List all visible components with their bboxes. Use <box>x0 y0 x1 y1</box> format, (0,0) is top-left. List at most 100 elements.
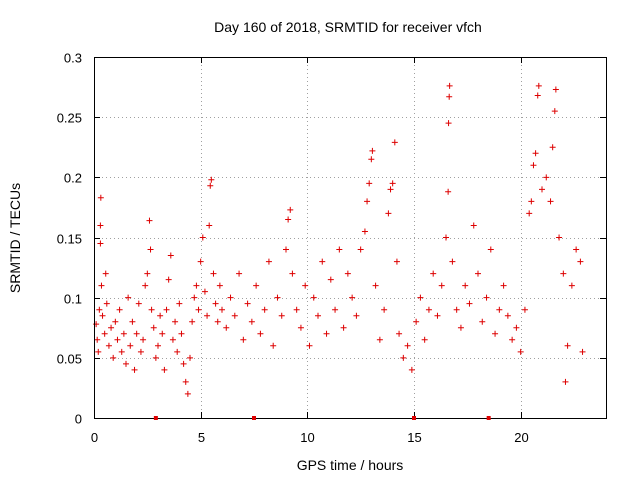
data-point <box>568 282 575 289</box>
chart-title: Day 160 of 2018, SRMTID for receiver vfc… <box>214 19 482 35</box>
data-point <box>389 180 396 187</box>
y-tick-label: 0.3 <box>64 51 82 66</box>
data-point <box>155 342 161 349</box>
data-point <box>526 210 533 217</box>
data-point <box>372 282 379 289</box>
data-point <box>127 342 134 349</box>
data-point <box>577 258 584 265</box>
data-point <box>97 222 104 229</box>
data-point <box>146 217 153 224</box>
data-point <box>466 300 473 307</box>
data-point <box>144 270 151 277</box>
data-point <box>539 186 545 193</box>
data-point <box>387 186 394 193</box>
data-point <box>500 282 507 289</box>
data-point <box>327 276 334 283</box>
data-point <box>248 318 255 325</box>
data-point <box>95 348 102 355</box>
data-point <box>161 366 168 373</box>
data-point <box>302 282 309 289</box>
data-point <box>135 300 142 307</box>
data-point <box>152 354 159 361</box>
data-point <box>253 282 260 289</box>
data-point <box>103 300 110 307</box>
data-point <box>408 366 415 373</box>
data-point <box>236 270 243 277</box>
data-point <box>265 258 272 265</box>
x-tick-label: 0 <box>91 430 98 445</box>
data-point <box>492 330 499 337</box>
data-point <box>283 246 289 253</box>
data-point <box>332 306 339 313</box>
data-point <box>453 306 460 313</box>
x-tick-label: 20 <box>514 430 528 445</box>
data-point <box>353 312 360 319</box>
data-point <box>167 252 174 259</box>
data-point <box>165 276 172 283</box>
data-point <box>147 246 154 253</box>
data-point <box>208 176 215 183</box>
data-point <box>475 270 481 277</box>
x-tick-label: 15 <box>407 430 421 445</box>
data-point <box>184 390 191 397</box>
data-point <box>573 246 580 253</box>
data-point <box>187 354 193 361</box>
data-point <box>521 306 528 313</box>
data-point <box>123 360 129 367</box>
y-tick-label: 0.2 <box>64 171 82 186</box>
data-point <box>94 336 101 343</box>
data-point <box>496 306 503 313</box>
data-point <box>133 330 140 337</box>
data-point <box>517 348 524 355</box>
data-point <box>445 188 452 195</box>
data-point <box>193 282 200 289</box>
data-point <box>105 342 112 349</box>
data-point <box>96 306 103 313</box>
axis-marker <box>153 416 158 420</box>
x-tick-label: 10 <box>300 430 314 445</box>
data-point <box>172 318 179 325</box>
axis-marker <box>252 416 256 420</box>
data-point <box>443 234 449 241</box>
data-point <box>112 318 119 325</box>
y-tick-label: 0.25 <box>57 111 82 126</box>
data-point <box>278 312 285 319</box>
data-point <box>385 210 392 217</box>
points-layer <box>93 82 586 397</box>
data-point <box>98 282 105 289</box>
data-point <box>483 294 490 301</box>
data-point <box>413 318 420 325</box>
data-point <box>438 282 445 289</box>
x-axis-label: GPS time / hours <box>297 457 404 473</box>
data-point <box>552 86 559 93</box>
data-point <box>530 162 537 169</box>
axis-marker <box>486 416 491 420</box>
x-tick-label: 5 <box>198 430 205 445</box>
data-point <box>214 318 221 325</box>
data-point <box>293 306 300 313</box>
data-point <box>142 282 149 289</box>
data-point <box>99 312 106 319</box>
data-point <box>479 318 486 325</box>
data-point <box>223 324 230 331</box>
data-point <box>118 348 125 355</box>
data-point <box>101 330 108 337</box>
data-point <box>150 324 157 331</box>
data-point <box>102 270 109 277</box>
data-point <box>457 324 464 331</box>
data-point <box>366 180 373 187</box>
data-point <box>270 342 277 349</box>
y-tick-label: 0.15 <box>57 232 82 247</box>
data-point <box>487 246 494 253</box>
data-point <box>369 147 376 154</box>
data-point <box>532 150 539 157</box>
data-point <box>210 270 217 277</box>
data-point <box>195 306 202 313</box>
data-point <box>560 270 567 277</box>
data-point <box>180 360 187 367</box>
data-point <box>159 330 166 337</box>
data-point <box>120 330 127 337</box>
data-point <box>470 222 477 229</box>
data-point <box>434 312 441 319</box>
